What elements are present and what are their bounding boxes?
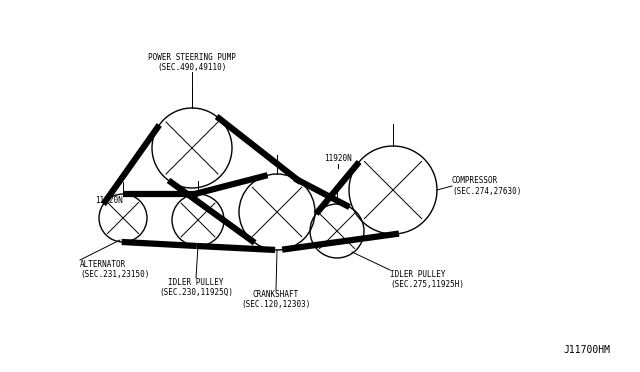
Text: CRANKSHAFT
(SEC.120,12303): CRANKSHAFT (SEC.120,12303)	[241, 290, 310, 310]
Text: POWER STEERING PUMP
(SEC.490,49110): POWER STEERING PUMP (SEC.490,49110)	[148, 52, 236, 72]
Text: IDLER PULLEY
(SEC.230,11925Q): IDLER PULLEY (SEC.230,11925Q)	[159, 278, 233, 297]
Text: J11700HM: J11700HM	[563, 345, 610, 355]
Text: ALTERNATOR
(SEC.231,23150): ALTERNATOR (SEC.231,23150)	[80, 260, 149, 279]
Text: COMPRESSOR
(SEC.274,27630): COMPRESSOR (SEC.274,27630)	[452, 176, 522, 196]
Text: 11920N: 11920N	[324, 154, 352, 163]
Text: 11720N: 11720N	[95, 196, 123, 205]
Text: IDLER PULLEY
(SEC.275,11925H): IDLER PULLEY (SEC.275,11925H)	[390, 270, 464, 289]
